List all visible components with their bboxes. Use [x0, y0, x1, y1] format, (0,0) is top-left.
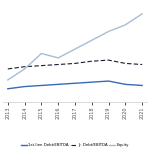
Jr. Debt/EBITDA — [7, 68, 9, 70]
1st-lien Debt/EBITDA — [124, 83, 126, 85]
Jr. Debt/EBITDA — [108, 59, 109, 61]
Jr. Debt/EBITDA — [57, 64, 59, 65]
Equity — [141, 13, 143, 15]
Equity — [124, 24, 126, 26]
Jr. Debt/EBITDA — [124, 63, 126, 64]
Jr. Debt/EBITDA — [24, 66, 26, 68]
Legend: 1st-lien Debt/EBITDA, Jr. Debt/EBITDA, Equity: 1st-lien Debt/EBITDA, Jr. Debt/EBITDA, E… — [20, 142, 130, 149]
1st-lien Debt/EBITDA — [57, 83, 59, 85]
Line: Equity: Equity — [8, 14, 142, 80]
Equity — [91, 39, 93, 41]
Equity — [74, 48, 76, 50]
1st-lien Debt/EBITDA — [40, 85, 42, 86]
1st-lien Debt/EBITDA — [7, 88, 9, 90]
Line: 1st-lien Debt/EBITDA: 1st-lien Debt/EBITDA — [8, 81, 142, 89]
Jr. Debt/EBITDA — [40, 65, 42, 66]
Equity — [108, 31, 109, 32]
Line: Jr. Debt/EBITDA: Jr. Debt/EBITDA — [8, 60, 142, 69]
Jr. Debt/EBITDA — [91, 60, 93, 62]
1st-lien Debt/EBITDA — [108, 80, 109, 82]
1st-lien Debt/EBITDA — [141, 85, 143, 86]
Equity — [40, 53, 42, 54]
Jr. Debt/EBITDA — [141, 64, 143, 65]
1st-lien Debt/EBITDA — [24, 86, 26, 87]
1st-lien Debt/EBITDA — [74, 82, 76, 84]
Equity — [57, 57, 59, 59]
Jr. Debt/EBITDA — [74, 63, 76, 64]
Equity — [7, 79, 9, 81]
1st-lien Debt/EBITDA — [91, 81, 93, 83]
Equity — [24, 68, 26, 70]
